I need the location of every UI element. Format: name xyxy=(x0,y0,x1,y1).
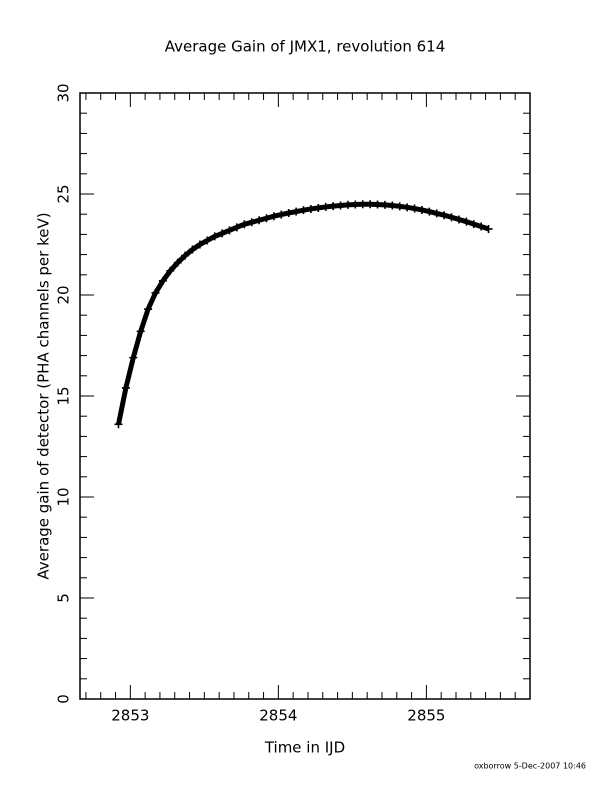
y-tick-label: 10 xyxy=(55,487,73,506)
y-tick-label: 20 xyxy=(55,285,73,304)
x-tick-label: 2855 xyxy=(407,707,445,725)
x-tick-label: 2854 xyxy=(259,707,297,725)
data-line xyxy=(116,201,490,425)
y-tick-label: 25 xyxy=(55,184,73,203)
x-tick-label: 2853 xyxy=(111,707,149,725)
y-tick-label: 15 xyxy=(55,386,73,405)
plot-frame xyxy=(79,92,531,700)
y-tick-label: 30 xyxy=(55,83,73,102)
chart-title: Average Gain of JMX1, revolution 614 xyxy=(165,38,446,56)
y-axis-label: Average gain of detector (PHA channels p… xyxy=(35,212,53,579)
y-tick-label: 0 xyxy=(55,694,73,704)
y-tick-label: 5 xyxy=(55,593,73,603)
x-axis-label: Time in IJD xyxy=(264,739,345,757)
annotation: oxborrow 5-Dec-2007 10:46 xyxy=(474,762,586,771)
